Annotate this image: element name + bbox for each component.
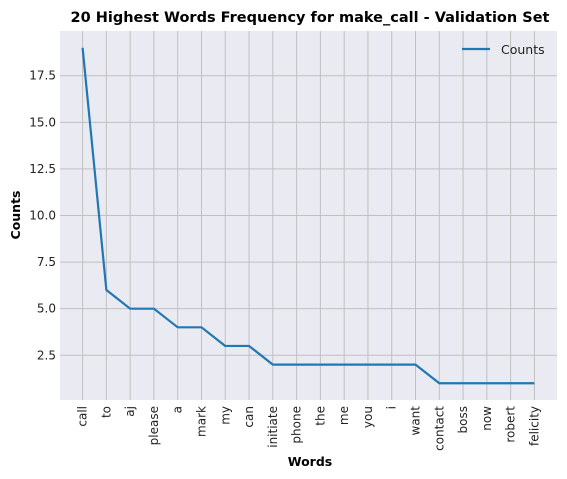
x-tick-label: you xyxy=(361,406,375,428)
y-tick-label: 15.0 xyxy=(29,115,56,129)
x-tick-label: boss xyxy=(456,406,470,433)
x-tick-label: felicity xyxy=(527,406,541,446)
x-tick-label: robert xyxy=(504,406,518,443)
x-tick-label: want xyxy=(409,406,423,436)
y-tick-label: 2.5 xyxy=(37,348,56,362)
series-layer xyxy=(81,47,535,385)
x-axis-label: Words xyxy=(288,454,332,469)
x-tick-label: contact xyxy=(432,406,446,451)
series-line-counts xyxy=(81,47,535,385)
legend: Counts xyxy=(462,42,545,57)
x-tick-label: to xyxy=(99,406,113,418)
chart-title: 20 Highest Words Frequency for make_call… xyxy=(71,10,550,26)
y-tick-label: 17.5 xyxy=(29,69,56,83)
y-tick-label: 12.5 xyxy=(29,162,56,176)
x-tick-label: call xyxy=(76,406,90,427)
y-axis-label: Counts xyxy=(8,191,23,240)
x-tick-label: can xyxy=(242,406,256,428)
x-tick-label: the xyxy=(313,406,327,426)
x-tick-label: my xyxy=(218,406,232,425)
x-tick-label: a xyxy=(171,406,185,413)
y-tick-label: 10.0 xyxy=(29,209,56,223)
x-tick-label: initiate xyxy=(266,406,280,448)
x-tick-label: aj xyxy=(123,406,137,417)
y-axis-ticks: 2.5 5.0 7.5 10.0 12.5 15.0 17.5 xyxy=(29,69,56,363)
x-tick-label: me xyxy=(337,406,351,425)
grid xyxy=(60,31,557,400)
y-tick-label: 5.0 xyxy=(37,302,56,316)
x-tick-label: phone xyxy=(290,406,304,444)
x-tick-label: please xyxy=(147,406,161,445)
legend-label-counts: Counts xyxy=(501,42,545,57)
x-tick-label: i xyxy=(385,406,399,409)
x-tick-label: mark xyxy=(194,406,208,437)
y-tick-label: 7.5 xyxy=(37,255,56,269)
x-axis-ticks: call to aj please a mark my can initiate phone the… xyxy=(76,406,542,451)
x-tick-label: now xyxy=(480,406,494,431)
